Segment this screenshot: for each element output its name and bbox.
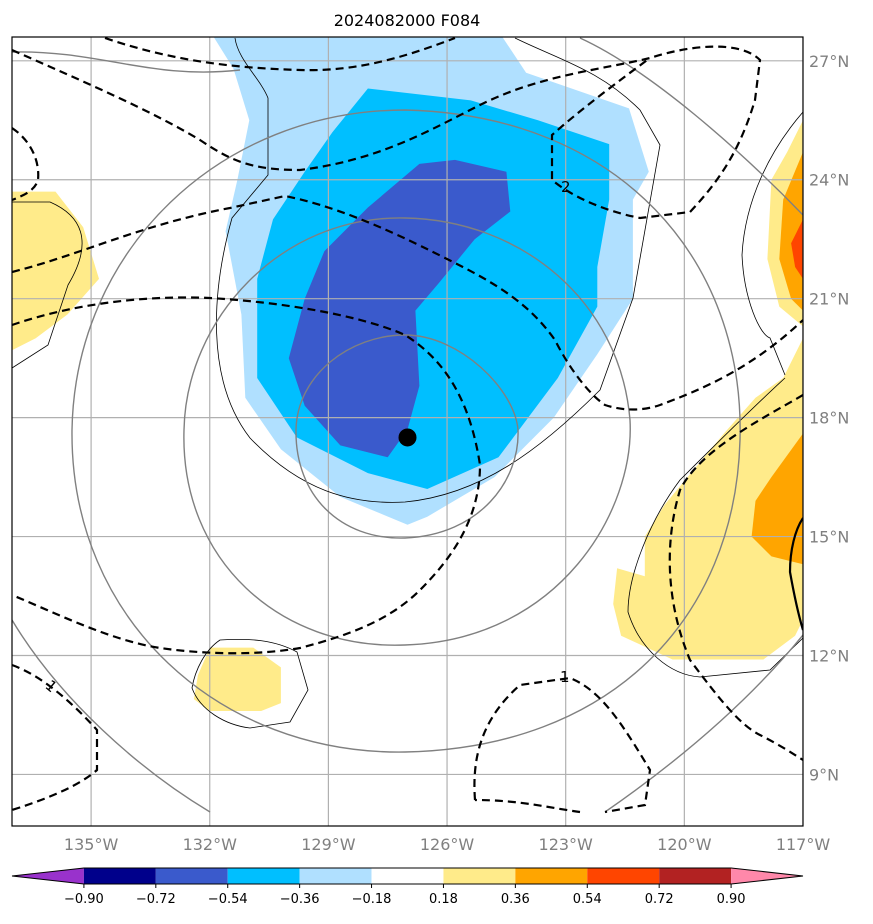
lon-tick-label: 135°W (64, 835, 119, 854)
fill-red-east-north (791, 219, 803, 279)
lon-tick-label: 126°W (420, 835, 475, 854)
colorbar-segment (515, 868, 588, 884)
outline-contour-central (216, 37, 661, 503)
colorbar-segment (443, 868, 516, 884)
dashed-contour-west-small (12, 127, 40, 202)
colorbar-label: 0.72 (645, 892, 674, 907)
colorbar-segment (299, 868, 372, 884)
lat-tick-label: 18°N (809, 409, 849, 428)
outline-contour-west (12, 201, 83, 369)
fill-yellow-southwest (193, 647, 281, 711)
colorbar-segment (587, 868, 660, 884)
lon-tick-label: 132°W (183, 835, 238, 854)
colorbar-segment (659, 868, 732, 884)
lat-tick-label: 27°N (809, 52, 849, 71)
outline-contour-east-north (741, 111, 803, 376)
center-marker (398, 428, 417, 447)
colorbar-segment (227, 868, 300, 884)
colorbar-segment (12, 868, 84, 884)
colorbar-segment (155, 868, 228, 884)
lat-tick-label: 21°N (809, 290, 849, 309)
fill-orange-east-south (751, 433, 803, 565)
fill-royal-blue (288, 159, 511, 458)
outline-contour-southwest (191, 638, 309, 729)
grey-contour-7 (579, 37, 803, 216)
lat-tick-label: 24°N (809, 171, 849, 190)
colorbar-segment (83, 868, 156, 884)
grey-contour-6 (604, 634, 803, 813)
dashed-contour-northwest (12, 45, 762, 220)
contour-label-3: 1 (560, 668, 570, 686)
fill-yellow-west (12, 191, 99, 351)
colorbar-label: 0.18 (429, 892, 458, 907)
lon-tick-label: 117°W (776, 835, 831, 854)
colorbar-label: 0.90 (717, 892, 746, 907)
grey-contour-4 (12, 51, 241, 73)
colorbar-label: 0.36 (501, 892, 530, 907)
fill-orange-east-north (779, 152, 803, 311)
contour-label-1: 2 (561, 178, 571, 196)
colorbar-label: −0.36 (280, 892, 320, 907)
dashed-contour-middle (12, 194, 803, 411)
dashed-contour-east (668, 394, 803, 761)
grey-contour-2 (183, 217, 631, 646)
outline-contour-east-south (627, 377, 803, 678)
lon-tick-label: 123°W (539, 835, 594, 854)
grey-contour-3 (71, 109, 741, 753)
colorbar-label: −0.90 (64, 892, 104, 907)
dashed-contour-north (104, 37, 456, 72)
lat-tick-label: 9°N (809, 765, 839, 784)
colorbar-label: −0.54 (208, 892, 248, 907)
solid-contour-east (788, 517, 803, 631)
chart-title: 2024082000 F084 (334, 11, 481, 30)
colorbar-label: 0.54 (573, 892, 602, 907)
map-frame (11, 36, 804, 827)
fill-yellow-east-south (613, 338, 803, 660)
grey-contour-1 (295, 334, 519, 539)
colorbar-segment (731, 868, 803, 884)
dashed-contour-ring (12, 296, 482, 655)
dashed-contour-southwest (12, 663, 99, 812)
grey-contour-5 (12, 619, 211, 813)
lat-tick-label: 15°N (809, 528, 849, 547)
colorbar-segment (371, 868, 444, 884)
lon-tick-label: 129°W (301, 835, 356, 854)
dashed-contour-south (473, 676, 652, 814)
colorbar-label: −0.72 (136, 892, 176, 907)
lon-tick-label: 120°W (657, 835, 712, 854)
lat-tick-label: 12°N (809, 647, 849, 666)
colorbar-label: −0.18 (352, 892, 392, 907)
